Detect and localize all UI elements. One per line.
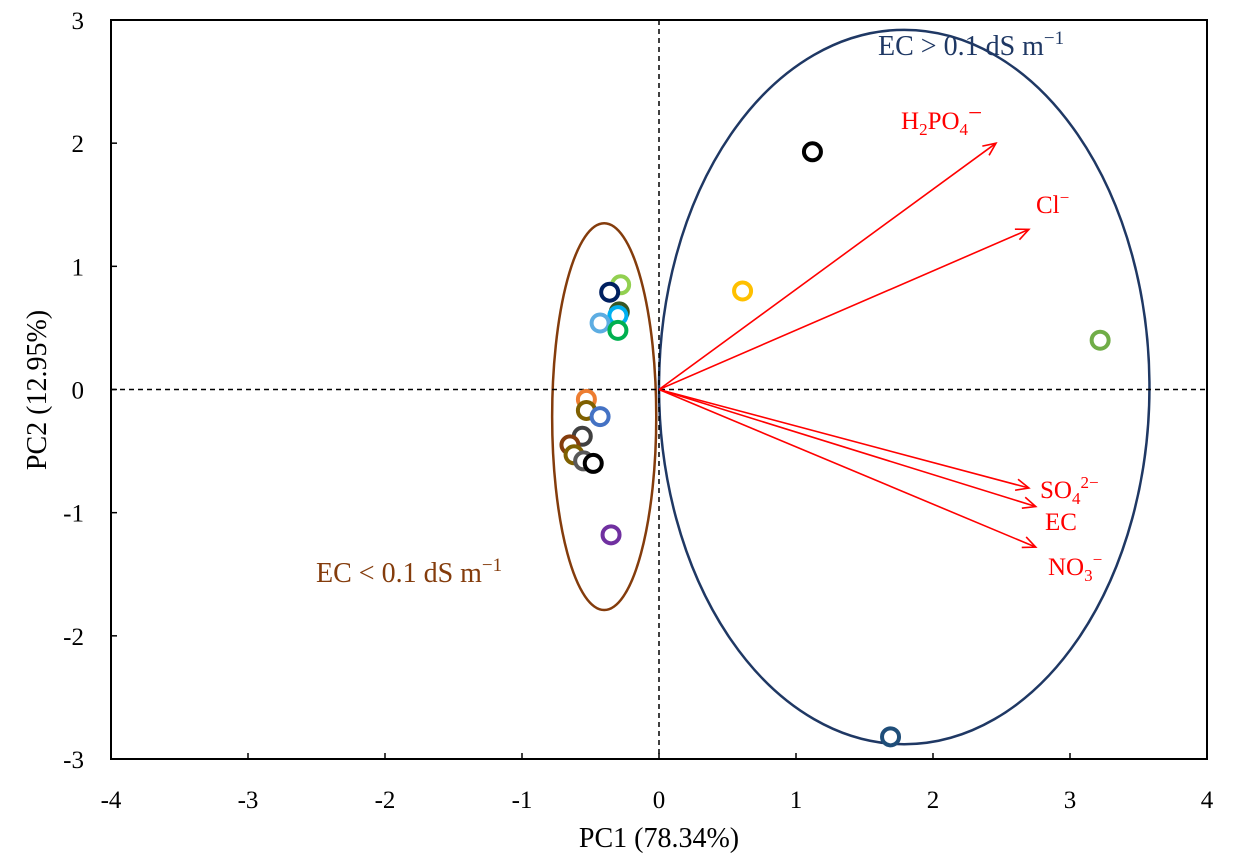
data-point-8 bbox=[589, 312, 611, 334]
vector-label-no3: NO3− bbox=[1048, 550, 1102, 585]
vector-label-ec: EC bbox=[1045, 509, 1077, 536]
vector-arrowhead-0 bbox=[982, 142, 998, 156]
vector-arrowhead-1 bbox=[1014, 228, 1031, 241]
vector-arrowhead-2 bbox=[1014, 478, 1031, 492]
data-point-12 bbox=[589, 406, 611, 428]
group-ellipse-1 bbox=[550, 221, 658, 612]
x-tick-label-8: 4 bbox=[1201, 787, 1214, 814]
vector-label-h2po4: H2PO4− bbox=[901, 100, 982, 139]
y-axis-title: PC2 (12.95%) bbox=[22, 310, 53, 470]
y-tick-label-0: -3 bbox=[63, 747, 84, 774]
data-point-3 bbox=[880, 726, 902, 748]
vector-3 bbox=[658, 388, 1036, 508]
group-label-low: EC < 0.1 dS m−1 bbox=[316, 555, 502, 589]
vector-label-cl: Cl− bbox=[1036, 188, 1069, 219]
data-point-1 bbox=[732, 280, 754, 302]
vector-2 bbox=[658, 388, 1030, 489]
vector-label-so4: SO42− bbox=[1040, 473, 1099, 508]
y-tick-label-5: 2 bbox=[72, 131, 85, 158]
y-tick-label-2: -1 bbox=[63, 501, 84, 528]
axis-ticks: -4 -3 -2 -1 0 1 2 3 4 -3 -2 -1 0 1 2 3 bbox=[63, 8, 1214, 814]
group-label-high: EC > 0.1 dS m−1 bbox=[878, 28, 1064, 62]
group-ellipse-0 bbox=[657, 28, 1151, 746]
data-point-2 bbox=[1089, 329, 1111, 351]
y-tick-label-6: 3 bbox=[72, 8, 85, 35]
group-ellipses bbox=[550, 28, 1151, 746]
x-tick-label-2: -2 bbox=[375, 787, 396, 814]
y-tick-label-1: -2 bbox=[63, 624, 84, 651]
loading-vectors bbox=[658, 142, 1038, 549]
data-point-18 bbox=[600, 524, 622, 546]
x-axis-title: PC1 (78.34%) bbox=[579, 823, 739, 854]
vector-1 bbox=[658, 228, 1030, 391]
x-tick-label-7: 3 bbox=[1064, 787, 1077, 814]
x-tick-label-6: 2 bbox=[927, 787, 940, 814]
vector-0 bbox=[658, 142, 997, 391]
data-point-5 bbox=[599, 281, 621, 303]
x-tick-label-4: 0 bbox=[653, 787, 666, 814]
data-point-9 bbox=[607, 319, 629, 341]
y-tick-label-3: 0 bbox=[72, 378, 85, 405]
x-tick-label-0: -4 bbox=[101, 787, 122, 814]
data-point-17 bbox=[582, 452, 604, 474]
x-tick-label-5: 1 bbox=[790, 787, 803, 814]
vector-arrowhead-4 bbox=[1021, 536, 1038, 549]
x-tick-label-3: -1 bbox=[512, 787, 533, 814]
vector-4 bbox=[658, 388, 1037, 548]
data-point-0 bbox=[801, 141, 823, 163]
vector-arrowhead-3 bbox=[1021, 496, 1038, 509]
x-tick-label-1: -3 bbox=[238, 787, 259, 814]
score-points bbox=[559, 141, 1111, 748]
y-tick-label-4: 1 bbox=[72, 254, 85, 281]
